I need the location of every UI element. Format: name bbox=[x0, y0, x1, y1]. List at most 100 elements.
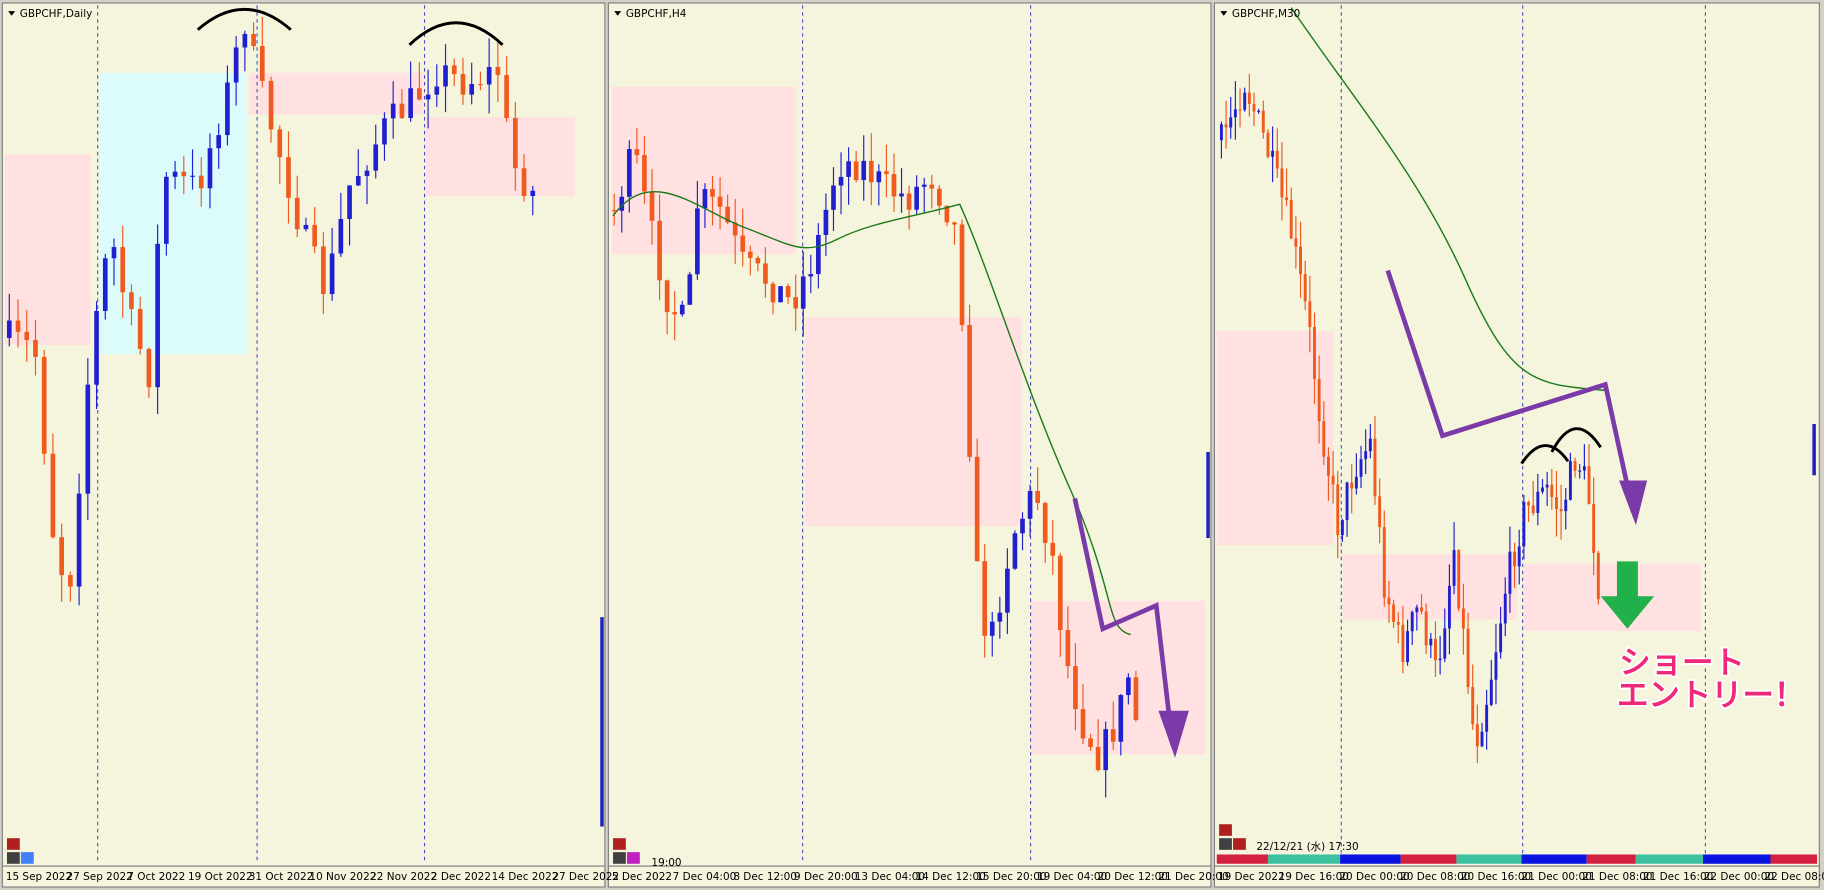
candle-body bbox=[702, 189, 708, 209]
candle-body bbox=[146, 348, 152, 388]
candle-body bbox=[338, 218, 344, 254]
candle-body bbox=[120, 247, 126, 293]
candle-body bbox=[1308, 301, 1312, 328]
candle-body bbox=[408, 88, 413, 119]
x-axis-label: 7 Oct 2022 bbox=[127, 871, 185, 883]
candle-body bbox=[1387, 597, 1391, 605]
candle-body bbox=[1415, 607, 1419, 613]
candle-body bbox=[929, 184, 935, 189]
candle-body bbox=[1443, 628, 1447, 659]
candle-body bbox=[989, 621, 995, 636]
candle-body bbox=[1271, 150, 1275, 157]
candle-body bbox=[808, 274, 814, 277]
candle-body bbox=[899, 193, 904, 197]
candle-body bbox=[1489, 679, 1493, 705]
candle-body bbox=[1503, 593, 1507, 624]
candle-body bbox=[1550, 484, 1554, 498]
candle-body bbox=[1326, 456, 1330, 476]
candle-body bbox=[1340, 520, 1344, 536]
x-axis-label: 19 Oct 2022 bbox=[188, 871, 253, 883]
candle-body bbox=[1447, 585, 1451, 629]
candle-body bbox=[959, 224, 965, 326]
candle-body bbox=[225, 82, 230, 136]
x-axis-label: 20 Dec 08:00 bbox=[1400, 871, 1470, 883]
candle-body bbox=[1420, 607, 1423, 612]
candle-body bbox=[1434, 638, 1437, 661]
candle-body bbox=[846, 161, 851, 177]
candle-body bbox=[1280, 168, 1284, 198]
candle-body bbox=[155, 243, 160, 388]
x-axis-label: 27 Sep 2022 bbox=[67, 871, 133, 883]
annotation-line: ショート bbox=[1619, 645, 1745, 681]
candle-body bbox=[1103, 729, 1109, 771]
candle-body bbox=[1050, 542, 1056, 556]
chart-title: GBPCHF,H4 bbox=[626, 8, 687, 20]
candle-body bbox=[216, 135, 222, 149]
candle-body bbox=[853, 161, 859, 181]
candle-body bbox=[190, 175, 195, 177]
candle-body bbox=[277, 129, 283, 158]
candle-body bbox=[111, 247, 117, 259]
x-axis-label: 21 Dec 20:00 bbox=[1158, 871, 1228, 883]
candle-body bbox=[417, 88, 422, 100]
x-axis-label: 20 Dec 16:00 bbox=[1461, 871, 1531, 883]
candle-body bbox=[1027, 490, 1033, 519]
candle-body bbox=[1126, 677, 1131, 696]
candle-body bbox=[172, 171, 178, 177]
candle-body bbox=[664, 280, 670, 313]
candle-body bbox=[1313, 327, 1316, 380]
candle-body bbox=[695, 208, 700, 275]
candle-body bbox=[137, 309, 143, 349]
candle-body bbox=[1573, 461, 1577, 471]
x-axis-label: 2 Dec 2022 bbox=[431, 871, 491, 883]
x-axis-label: 27 Dec 2022 bbox=[552, 871, 619, 883]
candle-body bbox=[530, 190, 536, 197]
candle-body bbox=[1345, 482, 1349, 521]
candle-body bbox=[1475, 724, 1479, 747]
candle-body bbox=[1499, 623, 1503, 653]
candle-body bbox=[1578, 470, 1582, 472]
candle-body bbox=[1285, 197, 1289, 200]
candle-body bbox=[486, 66, 492, 85]
candle-body bbox=[1559, 509, 1563, 512]
candle-body bbox=[1522, 501, 1526, 547]
candle-body bbox=[1095, 746, 1101, 771]
candle-body bbox=[1438, 658, 1442, 661]
candle-body bbox=[1299, 246, 1302, 275]
candle-body bbox=[33, 339, 38, 357]
candle-body bbox=[838, 176, 844, 186]
candle-body bbox=[672, 312, 678, 315]
candle-body bbox=[740, 235, 746, 252]
candle-body bbox=[1247, 92, 1251, 104]
x-axis-label: 9 Dec 20:00 bbox=[794, 871, 858, 883]
chart-title: GBPCHF,Daily bbox=[20, 8, 93, 20]
x-axis-label: 8 Dec 12:00 bbox=[733, 871, 797, 883]
candle-body bbox=[1354, 476, 1358, 489]
candle-body bbox=[321, 246, 326, 295]
candle-body bbox=[884, 171, 889, 175]
candle-body bbox=[1303, 274, 1307, 302]
candle-body bbox=[1080, 709, 1086, 739]
candle-body bbox=[1452, 550, 1456, 586]
candle-body bbox=[1368, 438, 1372, 452]
candle-body bbox=[997, 612, 1003, 622]
candle-body bbox=[1243, 92, 1247, 110]
candle-body bbox=[868, 160, 874, 183]
candle-body bbox=[68, 575, 73, 587]
candle-body bbox=[443, 65, 448, 87]
candle-body bbox=[861, 160, 867, 181]
x-axis-label: 15 Sep 2022 bbox=[6, 871, 72, 883]
candle-body bbox=[504, 75, 509, 119]
candle-body bbox=[15, 320, 21, 332]
x-axis-label: 20 Dec 00:00 bbox=[1339, 871, 1409, 883]
candle-body bbox=[242, 33, 248, 48]
candle-body bbox=[286, 157, 291, 198]
x-axis-label: 31 Oct 2022 bbox=[249, 871, 314, 883]
candle-body bbox=[1012, 533, 1018, 569]
x-axis-label: 22 Dec 08:00 bbox=[1764, 871, 1824, 883]
candle-body bbox=[478, 84, 483, 86]
candle-body bbox=[1536, 491, 1540, 513]
candle-body bbox=[59, 537, 64, 576]
x-axis-label: 19 Dec 04:00 bbox=[1037, 871, 1107, 883]
